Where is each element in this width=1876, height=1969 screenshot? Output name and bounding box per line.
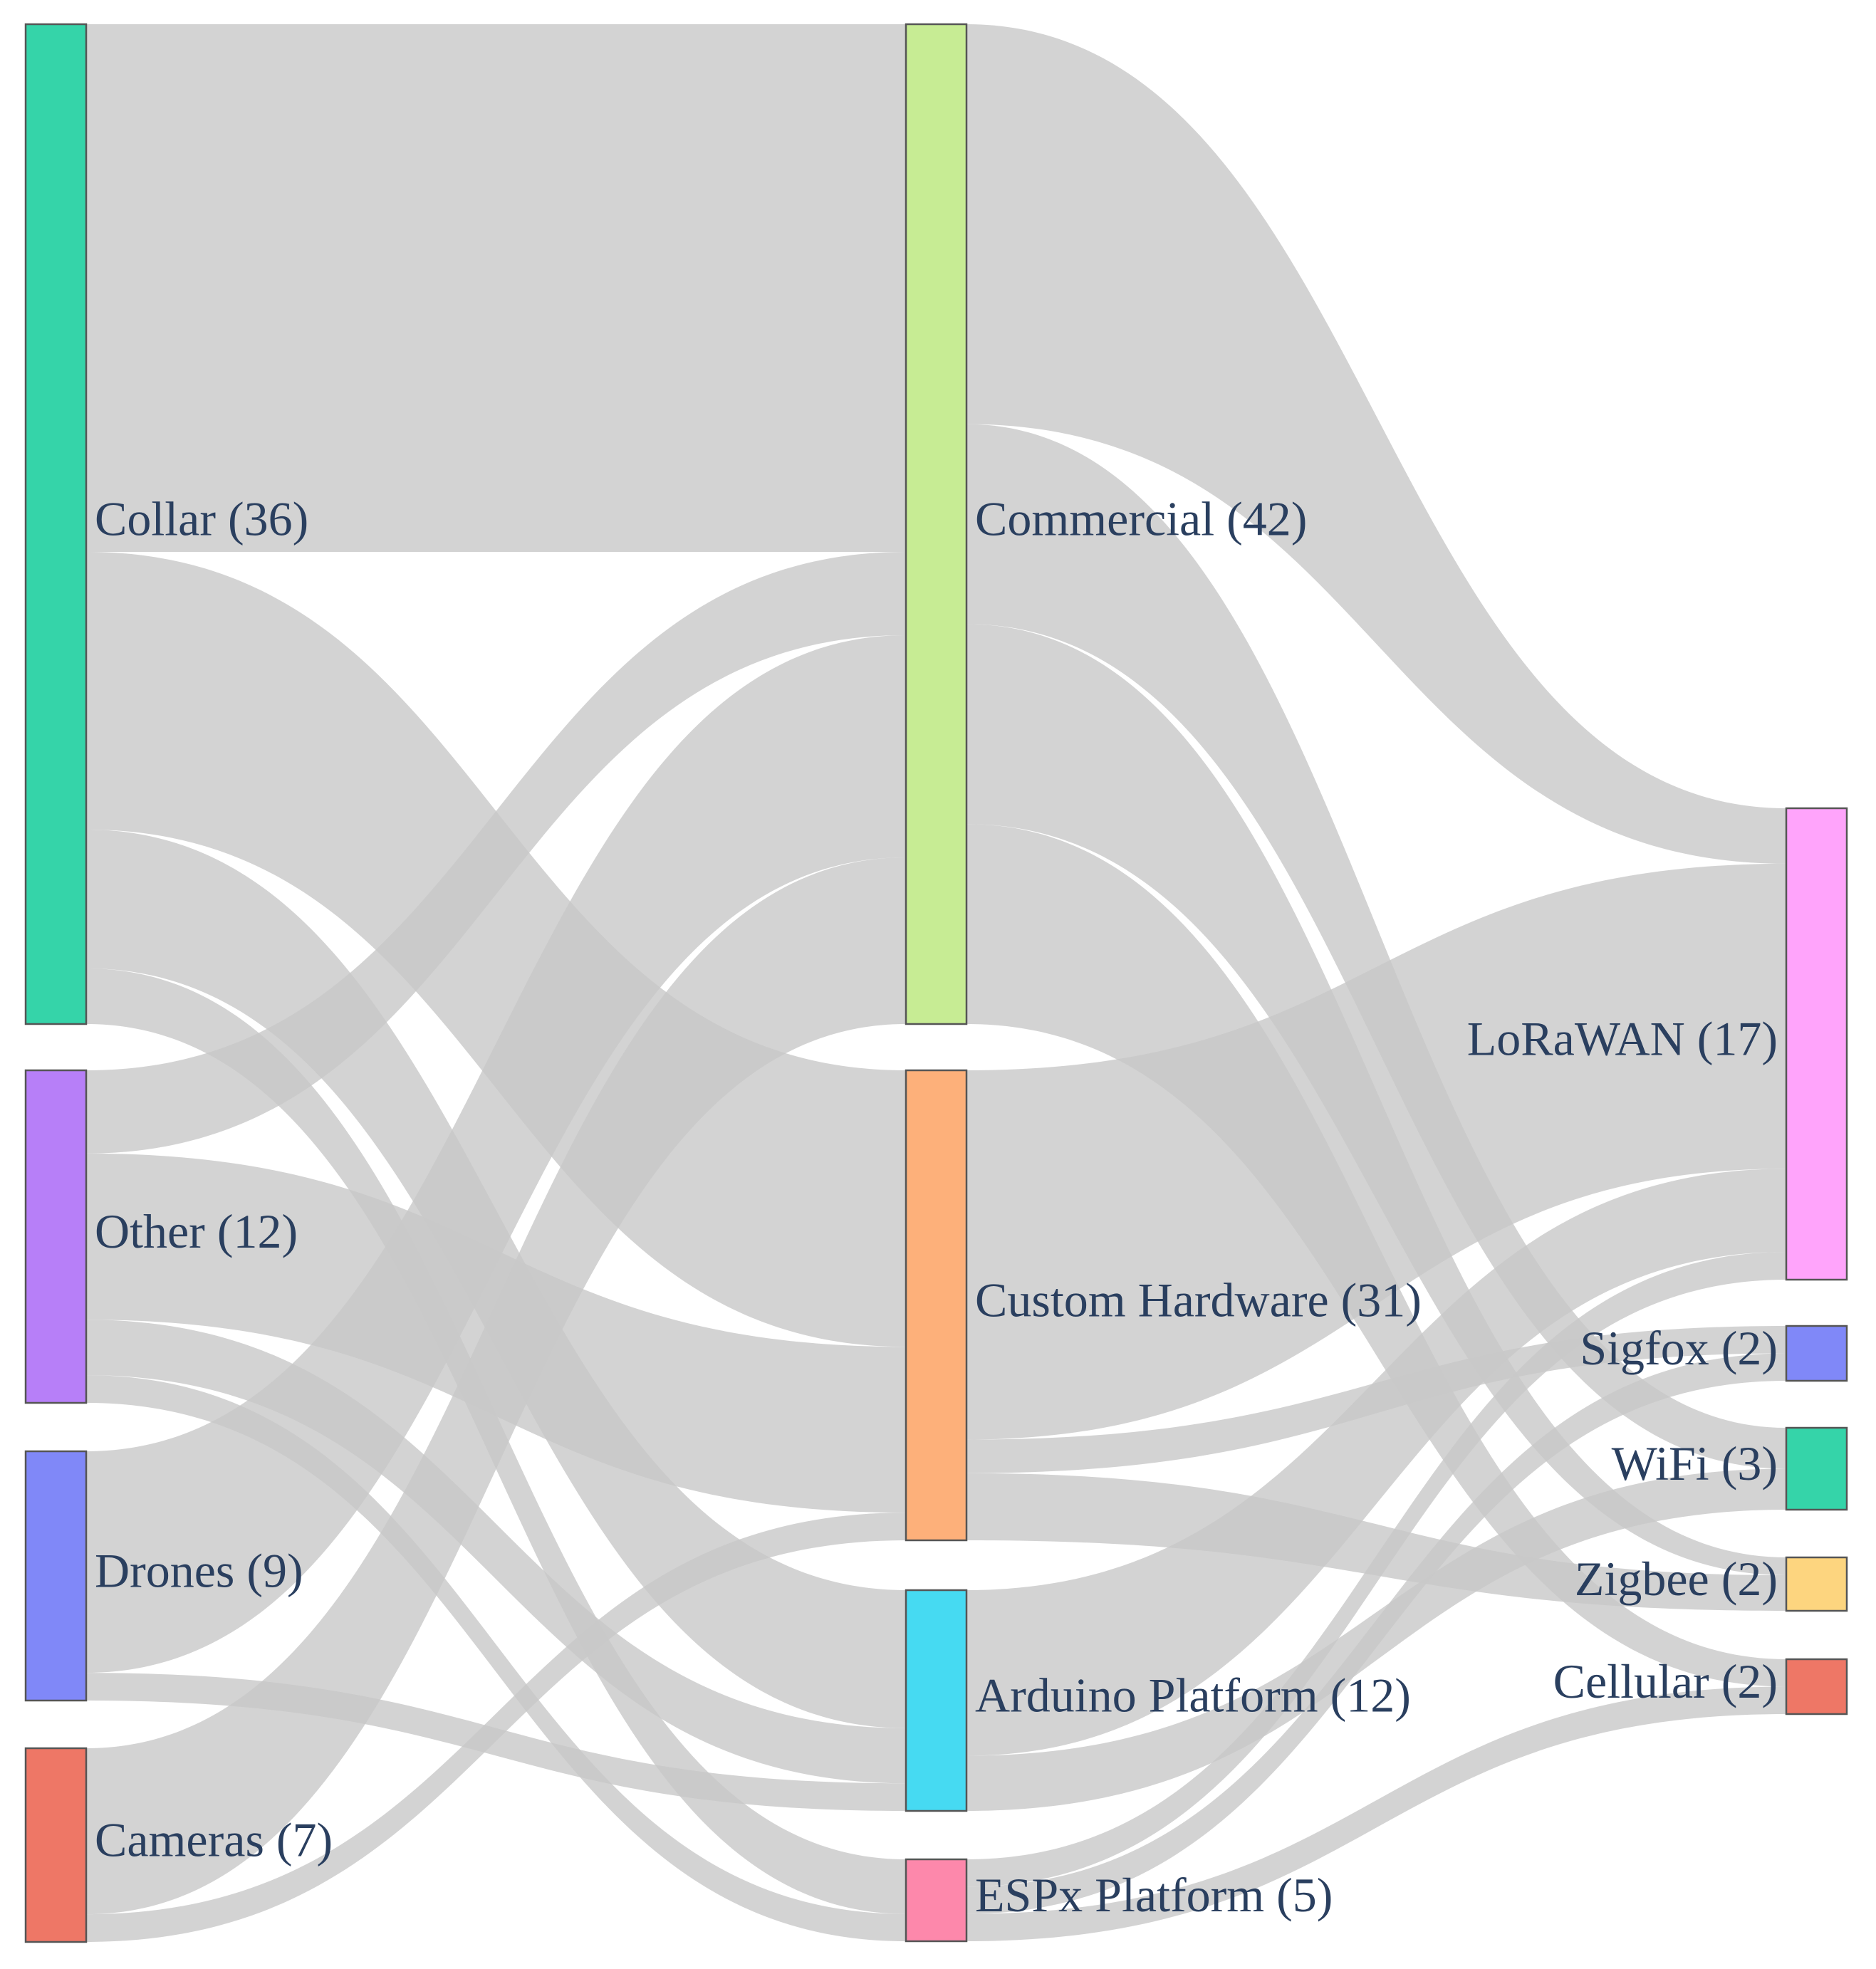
node-label-espx: ESPx Platform (5) bbox=[975, 1868, 1333, 1922]
node-label-arduino: Arduino Platform (12) bbox=[975, 1668, 1411, 1723]
node-label-lorawan: LoRaWAN (17) bbox=[1467, 1012, 1778, 1066]
sankey-labels: Collar (36) Other (12) Drones (9) Cameras (… bbox=[95, 492, 1778, 1923]
node-cellular bbox=[1785, 1658, 1848, 1715]
node-sigfox bbox=[1785, 1325, 1848, 1382]
node-drones bbox=[24, 1450, 88, 1702]
link-other-to-arduino bbox=[86, 1320, 906, 1784]
node-label-sigfox: Sigfox (2) bbox=[1580, 1321, 1778, 1375]
link-espx-to-cellular bbox=[966, 1686, 1786, 1941]
node-label-cellular: Cellular (2) bbox=[1553, 1654, 1778, 1708]
node-wifi bbox=[1785, 1426, 1848, 1511]
link-collar-to-custom bbox=[86, 552, 906, 1347]
sankey-links bbox=[86, 24, 1786, 1942]
link-arduino-to-lorawan bbox=[966, 1169, 1786, 1756]
node-label-commercial: Commercial (42) bbox=[975, 492, 1307, 546]
node-label-cameras: Cameras (7) bbox=[95, 1813, 333, 1867]
node-cameras bbox=[24, 1747, 88, 1943]
node-label-zigbee: Zigbee (2) bbox=[1575, 1552, 1778, 1606]
link-cameras-to-commercial bbox=[86, 857, 906, 1915]
link-commercial-to-lorawan bbox=[966, 24, 1786, 864]
node-zigbee bbox=[1785, 1556, 1848, 1612]
link-drones-to-commercial bbox=[86, 635, 906, 1673]
node-other bbox=[24, 1069, 88, 1404]
link-commercial-to-wifi bbox=[966, 424, 1786, 1469]
node-label-other: Other (12) bbox=[95, 1204, 298, 1258]
link-other-to-espx bbox=[86, 1375, 906, 1941]
link-espx-to-lorawan bbox=[966, 1252, 1786, 1887]
node-espx bbox=[905, 1858, 968, 1943]
node-commercial bbox=[905, 23, 968, 1025]
node-collar bbox=[24, 23, 88, 1025]
node-arduino bbox=[905, 1589, 968, 1812]
link-espx-to-sigfox bbox=[966, 1353, 1786, 1914]
link-collar-to-commercial bbox=[86, 24, 906, 552]
link-other-to-commercial bbox=[86, 552, 906, 1154]
node-label-collar: Collar (36) bbox=[95, 492, 308, 546]
node-custom bbox=[905, 1069, 968, 1542]
link-custom-to-lorawan bbox=[966, 863, 1786, 1440]
node-lorawan bbox=[1785, 807, 1848, 1281]
node-label-custom: Custom Hardware (31) bbox=[975, 1273, 1422, 1327]
link-custom-to-zigbee bbox=[966, 1473, 1786, 1611]
link-cameras-to-custom bbox=[86, 1513, 906, 1942]
sankey-nodes bbox=[24, 23, 1848, 1943]
node-label-drones: Drones (9) bbox=[95, 1544, 303, 1598]
node-label-wifi: WiFi (3) bbox=[1612, 1436, 1778, 1490]
